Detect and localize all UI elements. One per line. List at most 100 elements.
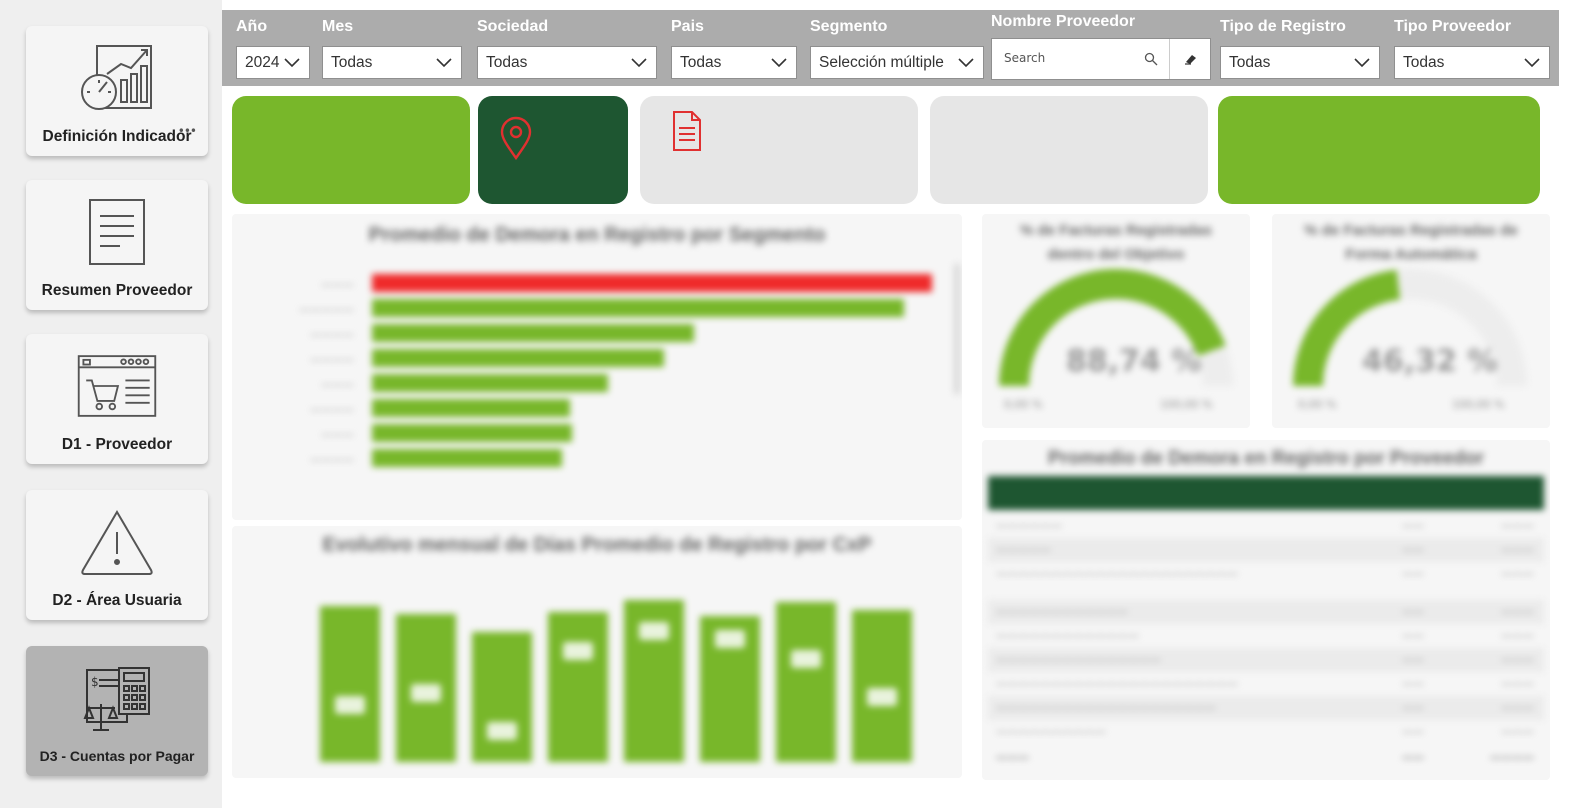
kpi-card-4 bbox=[930, 96, 1208, 204]
gauge-panel-1: % de Facturas Registradas dentro del Obj… bbox=[982, 214, 1250, 428]
table-row: —————————————————————— —— ——— bbox=[996, 567, 1534, 580]
tipo-proveedor-dropdown[interactable]: Todas bbox=[1394, 46, 1550, 79]
proveedor-search-input[interactable]: Search bbox=[991, 38, 1211, 80]
chevron-down-icon bbox=[436, 58, 452, 68]
nav-label: D3 - Cuentas por Pagar bbox=[39, 748, 195, 764]
nav-label: Resumen Proveedor bbox=[41, 282, 193, 299]
segment-label: ———— bbox=[310, 403, 354, 416]
gauge-title-line1: % de Facturas Registradas bbox=[1020, 222, 1212, 239]
mes-dropdown[interactable]: Todas bbox=[322, 46, 462, 79]
pais-dropdown[interactable]: Todas bbox=[671, 46, 797, 79]
gauge-min: 0,00 % bbox=[1004, 398, 1043, 411]
nav-button-d3-cuentas-por-pagar[interactable]: $ D3 - Cuentas por Pag bbox=[26, 646, 208, 776]
dropdown-value: Selección múltiple bbox=[819, 54, 944, 71]
eraser-icon[interactable] bbox=[1182, 51, 1198, 67]
month-bar bbox=[624, 600, 684, 762]
anio-dropdown[interactable]: 2024 bbox=[236, 46, 310, 79]
month-bar bbox=[396, 614, 456, 762]
table-row: ——————————————— —— ——— bbox=[988, 648, 1544, 672]
gauge-report-icon bbox=[75, 40, 159, 116]
kpi-card-document bbox=[640, 96, 918, 204]
nav-button-resumen-proveedor[interactable]: Resumen Proveedor bbox=[26, 180, 208, 310]
supplier-table-title: Promedio de Demora en Registro por Prove… bbox=[1047, 448, 1485, 469]
gauge-arc-2 bbox=[1293, 269, 1527, 387]
segment-bar bbox=[372, 349, 664, 367]
document-icon bbox=[673, 111, 701, 151]
gauge-value-2: 46,32 % bbox=[1362, 344, 1498, 379]
table-row: ———————————————————— —— ——— bbox=[988, 696, 1544, 720]
nav-button-d1-proveedor[interactable]: D1 - Proveedor bbox=[26, 334, 208, 464]
month-bar bbox=[548, 612, 608, 762]
gauge-max: 100,00 % bbox=[1160, 398, 1213, 411]
chart-scrollbar[interactable] bbox=[954, 264, 960, 394]
table-row: ———————————— —— ——— bbox=[988, 600, 1544, 624]
filter-label: Sociedad bbox=[477, 18, 549, 35]
segment-label: ——— bbox=[321, 278, 354, 291]
table-header bbox=[988, 476, 1544, 510]
tipo-registro-dropdown[interactable]: Todas bbox=[1220, 46, 1380, 79]
filter-label: Mes bbox=[322, 18, 354, 35]
segment-label: ———— bbox=[310, 328, 354, 341]
filter-label: Tipo de Registro bbox=[1220, 18, 1346, 35]
chevron-down-icon bbox=[1354, 58, 1370, 68]
gauge-title-line1: % de Facturas Registradas de bbox=[1304, 222, 1518, 239]
filter-label: Segmento bbox=[810, 18, 888, 35]
kpi-card-location bbox=[478, 96, 628, 204]
nav-label: Definición Indicador bbox=[42, 128, 192, 145]
nav-button-definicion-indicador[interactable]: Definición Indicador ••• bbox=[26, 26, 208, 156]
nav-label: D2 - Área Usuaria bbox=[52, 592, 182, 609]
gauge-min: 0,00 % bbox=[1298, 398, 1337, 411]
segment-chart-title: Promedio de Demora en Registro por Segme… bbox=[368, 224, 826, 246]
search-icon bbox=[1144, 52, 1158, 66]
filter-label: Nombre Proveedor bbox=[991, 13, 1136, 30]
gauge-value-1: 88,74 % bbox=[1066, 344, 1202, 379]
dropdown-value: 2024 bbox=[245, 54, 280, 71]
supplier-table-panel: Promedio de Demora en Registro por Prove… bbox=[982, 440, 1550, 780]
chevron-down-icon bbox=[958, 58, 974, 68]
table-row: —————————————————————— —— ——— bbox=[996, 677, 1534, 690]
segment-bar bbox=[372, 424, 572, 442]
gauge-arc-1 bbox=[999, 269, 1233, 387]
monthly-chart-plot bbox=[312, 596, 912, 762]
navigation-sidebar: Definición Indicador ••• Resumen Proveed… bbox=[0, 0, 222, 808]
dropdown-value: Todas bbox=[1229, 54, 1271, 71]
table-row: ————— —— ——— bbox=[988, 538, 1544, 562]
month-bar bbox=[320, 606, 380, 762]
segment-bar bbox=[372, 449, 562, 467]
segment-chart-panel: Promedio de Demora en Registro por Segme… bbox=[232, 214, 962, 520]
nav-label: D1 - Proveedor bbox=[61, 436, 173, 453]
kpi-card-5 bbox=[1218, 96, 1540, 204]
search-divider bbox=[1169, 39, 1170, 79]
chevron-down-icon bbox=[631, 58, 647, 68]
filter-bar: Año 2024 Mes Todas Sociedad Todas Pais T… bbox=[222, 10, 1559, 86]
monthly-chart-title: Evolutivo mensual de Días Promedio de Re… bbox=[322, 534, 872, 556]
gauge-max: 100,00 % bbox=[1452, 398, 1505, 411]
segment-bar bbox=[372, 274, 932, 292]
dropdown-value: Todas bbox=[331, 54, 373, 71]
filter-label: Año bbox=[236, 18, 268, 35]
shopping-cart-window-icon bbox=[75, 348, 159, 424]
segment-bar bbox=[372, 299, 904, 317]
segment-label: ———— bbox=[310, 353, 354, 366]
segment-label: ———— bbox=[310, 453, 354, 466]
location-pin-icon bbox=[500, 116, 532, 160]
segment-label: ——— bbox=[321, 378, 354, 391]
gauge-title-line2: dentro del Objetivo bbox=[1047, 246, 1185, 263]
segmento-dropdown[interactable]: Selección múltiple bbox=[810, 46, 984, 79]
chevron-down-icon bbox=[284, 58, 300, 68]
gauge-panel-2: % de Facturas Registradas de Forma Autom… bbox=[1272, 214, 1550, 428]
month-bar bbox=[852, 610, 912, 762]
month-bar bbox=[700, 616, 760, 762]
chevron-down-icon bbox=[771, 58, 787, 68]
dropdown-value: Todas bbox=[1403, 54, 1445, 71]
chevron-down-icon bbox=[1524, 58, 1540, 68]
more-options-icon[interactable]: ••• bbox=[177, 124, 197, 138]
sociedad-dropdown[interactable]: Todas bbox=[477, 46, 657, 79]
segment-bar bbox=[372, 399, 570, 417]
table-row: —————— —— ——— bbox=[996, 519, 1534, 532]
accounting-calculator-icon: $ bbox=[75, 660, 159, 736]
nav-button-d2-area-usuaria[interactable]: D2 - Área Usuaria bbox=[26, 490, 208, 620]
segment-label: ——— bbox=[321, 428, 354, 441]
search-placeholder: Search bbox=[1004, 51, 1046, 65]
gauge-title-line2: Forma Automática bbox=[1345, 246, 1477, 263]
